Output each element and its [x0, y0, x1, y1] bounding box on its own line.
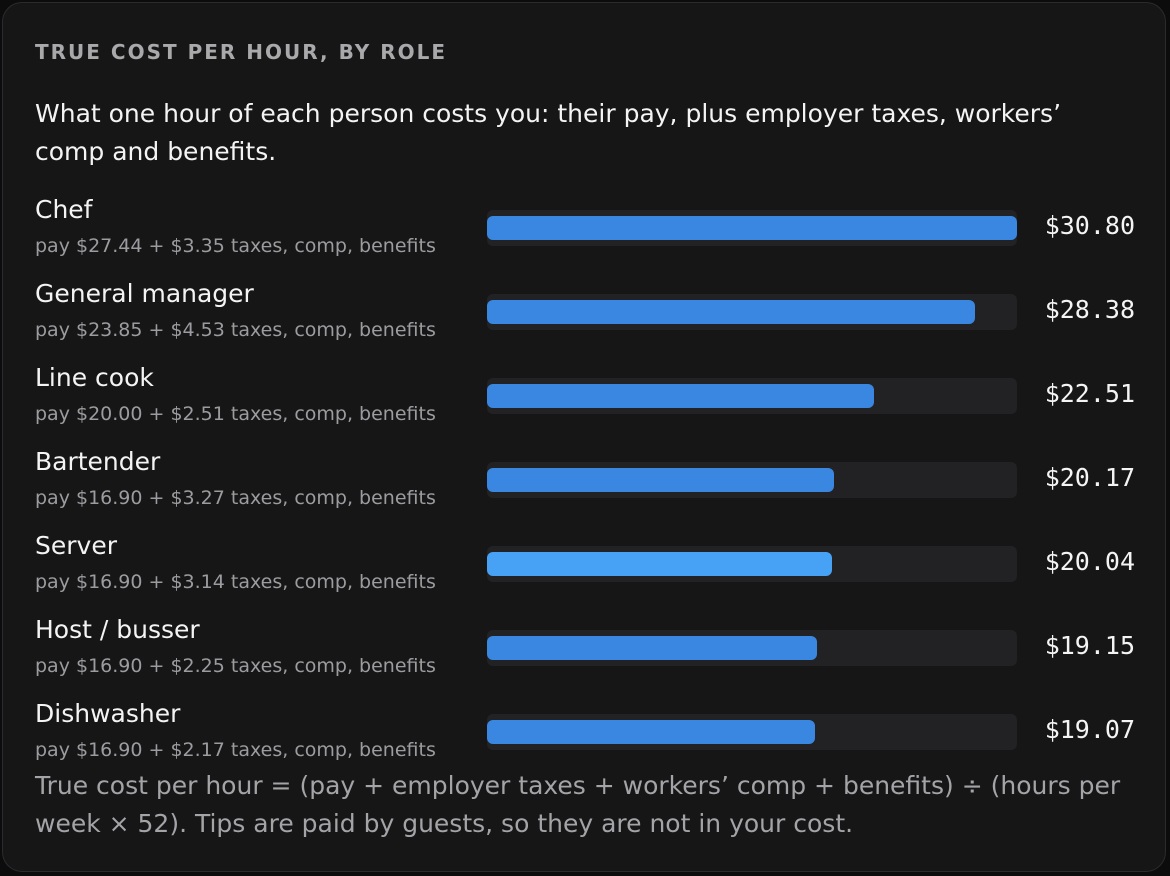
role-label: Chef [35, 195, 93, 224]
role-label: Line cook [35, 363, 154, 392]
bar-track [487, 714, 1017, 750]
cost-breakdown: pay $16.90 + $3.27 taxes, comp, benefits [35, 487, 436, 509]
cost-value: $19.15 [1044, 631, 1135, 660]
bar-row: Server pay $16.90 + $3.14 taxes, comp, be… [3, 527, 1165, 611]
bar-row: Host / busser pay $16.90 + $2.25 taxes, c… [3, 611, 1165, 695]
role-label: Dishwasher [35, 699, 181, 728]
cost-breakdown: pay $16.90 + $2.17 taxes, comp, benefits [35, 739, 436, 761]
cost-value: $22.51 [1044, 379, 1135, 408]
bar-row: Line cook pay $20.00 + $2.51 taxes, comp,… [3, 359, 1165, 443]
chart-footnote: True cost per hour = (pay + employer tax… [35, 771, 1121, 838]
cost-breakdown: pay $23.85 + $4.53 taxes, comp, benefits [35, 319, 436, 341]
bar-row: Chef pay $27.44 + $3.35 taxes, comp, bene… [3, 191, 1165, 275]
chart-subtitle: What one hour of each person costs you: … [35, 99, 1062, 166]
bar-track [487, 294, 1017, 330]
chart-heading: TRUE COST PER HOUR, BY ROLE [35, 40, 447, 64]
cost-value: $30.80 [1044, 211, 1135, 240]
bar-track [487, 378, 1017, 414]
cost-breakdown: pay $16.90 + $2.25 taxes, comp, benefits [35, 655, 436, 677]
role-label: Host / busser [35, 615, 200, 644]
cost-value: $20.17 [1044, 463, 1135, 492]
bar-track [487, 462, 1017, 498]
bar [487, 468, 834, 492]
bar [487, 552, 832, 576]
bar [487, 720, 815, 744]
bar-row: Dishwasher pay $16.90 + $2.17 taxes, comp… [3, 695, 1165, 779]
bar-track [487, 630, 1017, 666]
bar-track [487, 546, 1017, 582]
cost-breakdown: pay $27.44 + $3.35 taxes, comp, benefits [35, 235, 436, 257]
bar [487, 636, 817, 660]
bar-row: Bartender pay $16.90 + $3.27 taxes, comp,… [3, 443, 1165, 527]
cost-value: $19.07 [1044, 715, 1135, 744]
bar-track [487, 210, 1017, 246]
bar [487, 216, 1017, 240]
role-label: Server [35, 531, 117, 560]
role-label: General manager [35, 279, 254, 308]
cost-value: $20.04 [1044, 547, 1135, 576]
bar [487, 300, 975, 324]
cost-breakdown: pay $16.90 + $3.14 taxes, comp, benefits [35, 571, 436, 593]
cost-breakdown: pay $20.00 + $2.51 taxes, comp, benefits [35, 403, 436, 425]
role-label: Bartender [35, 447, 161, 476]
cost-value: $28.38 [1044, 295, 1135, 324]
bar-row: General manager pay $23.85 + $4.53 taxes,… [3, 275, 1165, 359]
bar [487, 384, 874, 408]
